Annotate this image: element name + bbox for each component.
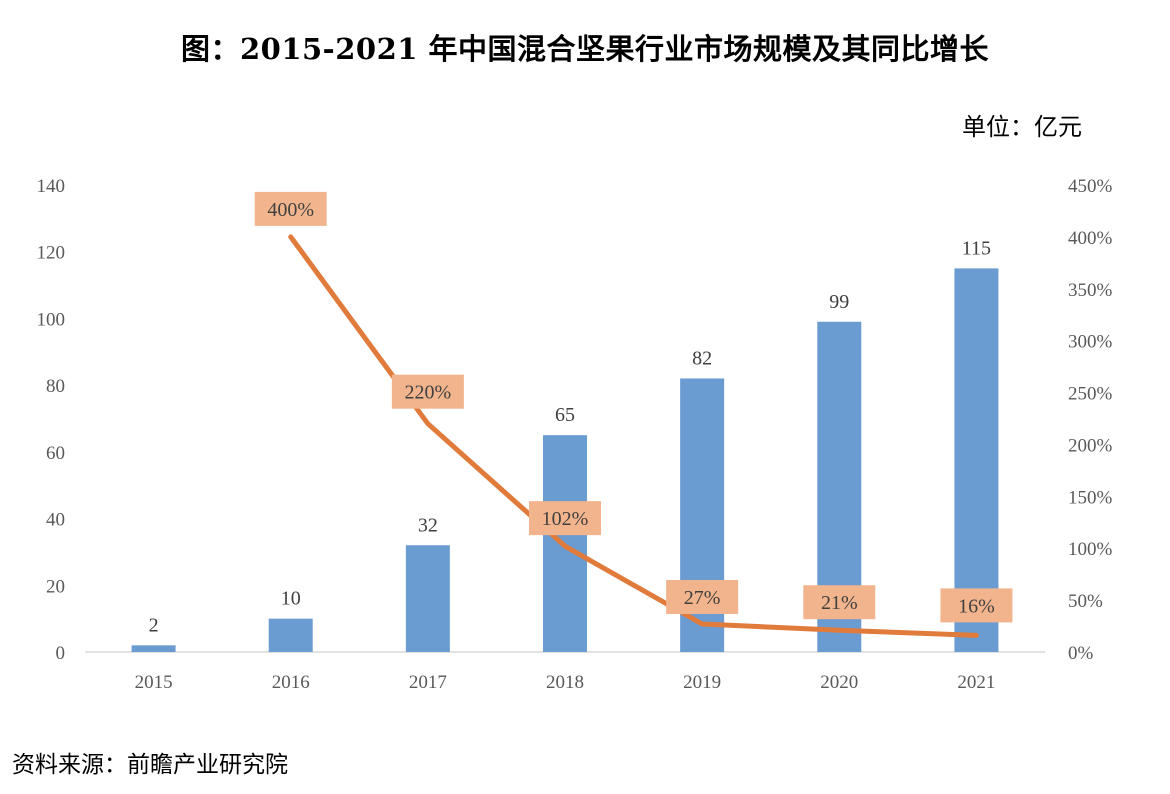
y-right-tick-label: 50% — [1068, 591, 1103, 612]
y-left-tick-label: 20 — [46, 576, 65, 597]
unit-label: 单位：亿元 — [962, 113, 1082, 141]
y-left-tick-label: 60 — [46, 443, 65, 464]
y-right-tick-label: 0% — [1068, 643, 1094, 664]
x-tick-label: 2019 — [683, 672, 721, 693]
bar — [954, 268, 999, 652]
bar-value-label: 65 — [555, 404, 575, 426]
y-right-tick-label: 250% — [1068, 384, 1113, 405]
bar-value-label: 99 — [829, 291, 849, 313]
growth-value-label: 16% — [958, 595, 995, 617]
growth-label-box — [254, 191, 327, 226]
growth-value-label: 27% — [684, 587, 721, 609]
y-right-tick-label: 150% — [1068, 487, 1113, 508]
bar-value-label: 2 — [149, 614, 159, 636]
growth-value-label: 102% — [542, 508, 589, 530]
x-tick-label: 2018 — [546, 672, 584, 693]
growth-label-box — [666, 579, 739, 614]
x-tick-label: 2020 — [820, 672, 858, 693]
y-right-tick-label: 350% — [1068, 280, 1113, 301]
y-right-tick-label: 200% — [1068, 435, 1113, 456]
source-note: 资料来源：前瞻产业研究院 — [12, 752, 288, 778]
y-left-tick-label: 80 — [46, 376, 65, 397]
chart-title: 图：2015-2021 年中国混合坚果行业市场规模及其同比增长 — [180, 32, 990, 66]
x-tick-label: 2015 — [135, 672, 173, 693]
growth-value-label: 400% — [267, 199, 314, 221]
growth-value-label: 21% — [821, 592, 858, 614]
bar — [405, 545, 450, 652]
growth-label-box — [803, 585, 876, 620]
y-right-tick-label: 100% — [1068, 539, 1113, 560]
growth-label-box — [940, 588, 1013, 623]
x-tick-label: 2016 — [272, 672, 310, 693]
growth-value-label: 220% — [405, 382, 452, 404]
y-right-tick-label: 450% — [1068, 176, 1113, 197]
bar-value-label: 32 — [418, 514, 438, 536]
growth-line — [288, 234, 979, 638]
growth-label-box — [529, 501, 601, 536]
growth-label-box — [391, 374, 464, 409]
bar — [268, 618, 313, 652]
y-left-tick-label: 140 — [37, 176, 66, 197]
bar-value-label: 82 — [692, 347, 712, 369]
x-tick-label: 2021 — [957, 672, 995, 693]
y-left-tick-label: 100 — [37, 309, 66, 330]
y-left-tick-label: 40 — [46, 510, 65, 531]
bar-value-label: 10 — [281, 588, 301, 610]
x-tick-label: 2017 — [409, 672, 447, 693]
bar — [131, 645, 176, 652]
y-right-tick-label: 300% — [1068, 332, 1113, 353]
y-left-tick-label: 120 — [37, 243, 66, 264]
y-left-tick-label: 0 — [56, 643, 66, 664]
bar-value-label: 115 — [962, 237, 991, 259]
y-right-tick-label: 400% — [1068, 228, 1113, 249]
